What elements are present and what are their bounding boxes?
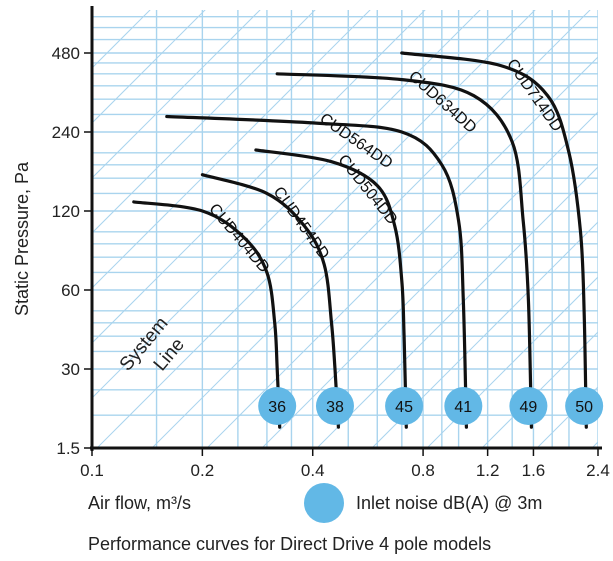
noise-bubble-value: 41: [454, 399, 472, 416]
x-axis-title: Air flow, m³/s: [88, 493, 192, 513]
curve-label-cud404dd: CUD404DD: [205, 201, 272, 277]
noise-bubble-value: 49: [519, 399, 537, 416]
system-line: [92, 10, 206, 124]
noise-bubble: [385, 387, 424, 425]
curve-cud454dd: [200, 173, 340, 429]
system-line: [92, 10, 481, 399]
noise-bubble: [258, 387, 297, 425]
system-line: [92, 10, 151, 69]
x-tick-label: 2.4: [586, 461, 610, 480]
noise-bubble: [315, 387, 354, 425]
system-line: [92, 10, 371, 289]
noise-bubble-value: 38: [326, 399, 344, 416]
legend-noise-label: Inlet noise dB(A) @ 3m: [356, 493, 543, 513]
x-tick-label: 0.1: [80, 461, 104, 480]
legend-noise-bubble: [304, 483, 344, 523]
system-line: [92, 10, 426, 344]
system-line: [92, 10, 316, 234]
y-axis-title: Static Pressure, Pa: [12, 161, 32, 316]
noise-bubble-value: 45: [395, 399, 413, 416]
noise-bubble-value: 36: [268, 399, 286, 416]
noise-bubble: [565, 387, 604, 425]
x-tick-label: 0.4: [301, 461, 325, 480]
x-tick-label: 0.2: [191, 461, 215, 480]
curve-cud714dd: [400, 51, 588, 429]
noise-bubble: [444, 387, 483, 425]
chart-caption: Performance curves for Direct Drive 4 po…: [88, 534, 492, 554]
x-tick-label: 1.2: [476, 461, 500, 480]
y-tick-label: 1.5: [56, 439, 80, 458]
grid-group: [92, 10, 598, 448]
y-tick-label: 30: [61, 360, 80, 379]
system-line: [92, 10, 261, 179]
y-tick-label: 120: [52, 202, 80, 221]
curve-cud404dd: [132, 200, 282, 429]
x-tick-label: 0.8: [411, 461, 435, 480]
performance-chart: 1.5 30 60 120 240 480 0.1 0.2 0.4 0.8 1.2 1.6 2.4 Sta…: [12, 6, 610, 480]
curve-cud634dd: [275, 72, 533, 429]
curve-label-cud454dd: CUD454DD: [270, 184, 333, 263]
x-tick-label: 1.6: [522, 461, 546, 480]
y-tick-label: 60: [61, 281, 80, 300]
curve-cud504dd: [254, 148, 408, 429]
y-tick-label: 480: [52, 44, 80, 63]
curve-cud564dd: [165, 114, 468, 429]
noise-bubble: [509, 387, 548, 425]
noise-bubble-value: 50: [575, 399, 593, 416]
y-tick-label: 240: [52, 123, 80, 142]
